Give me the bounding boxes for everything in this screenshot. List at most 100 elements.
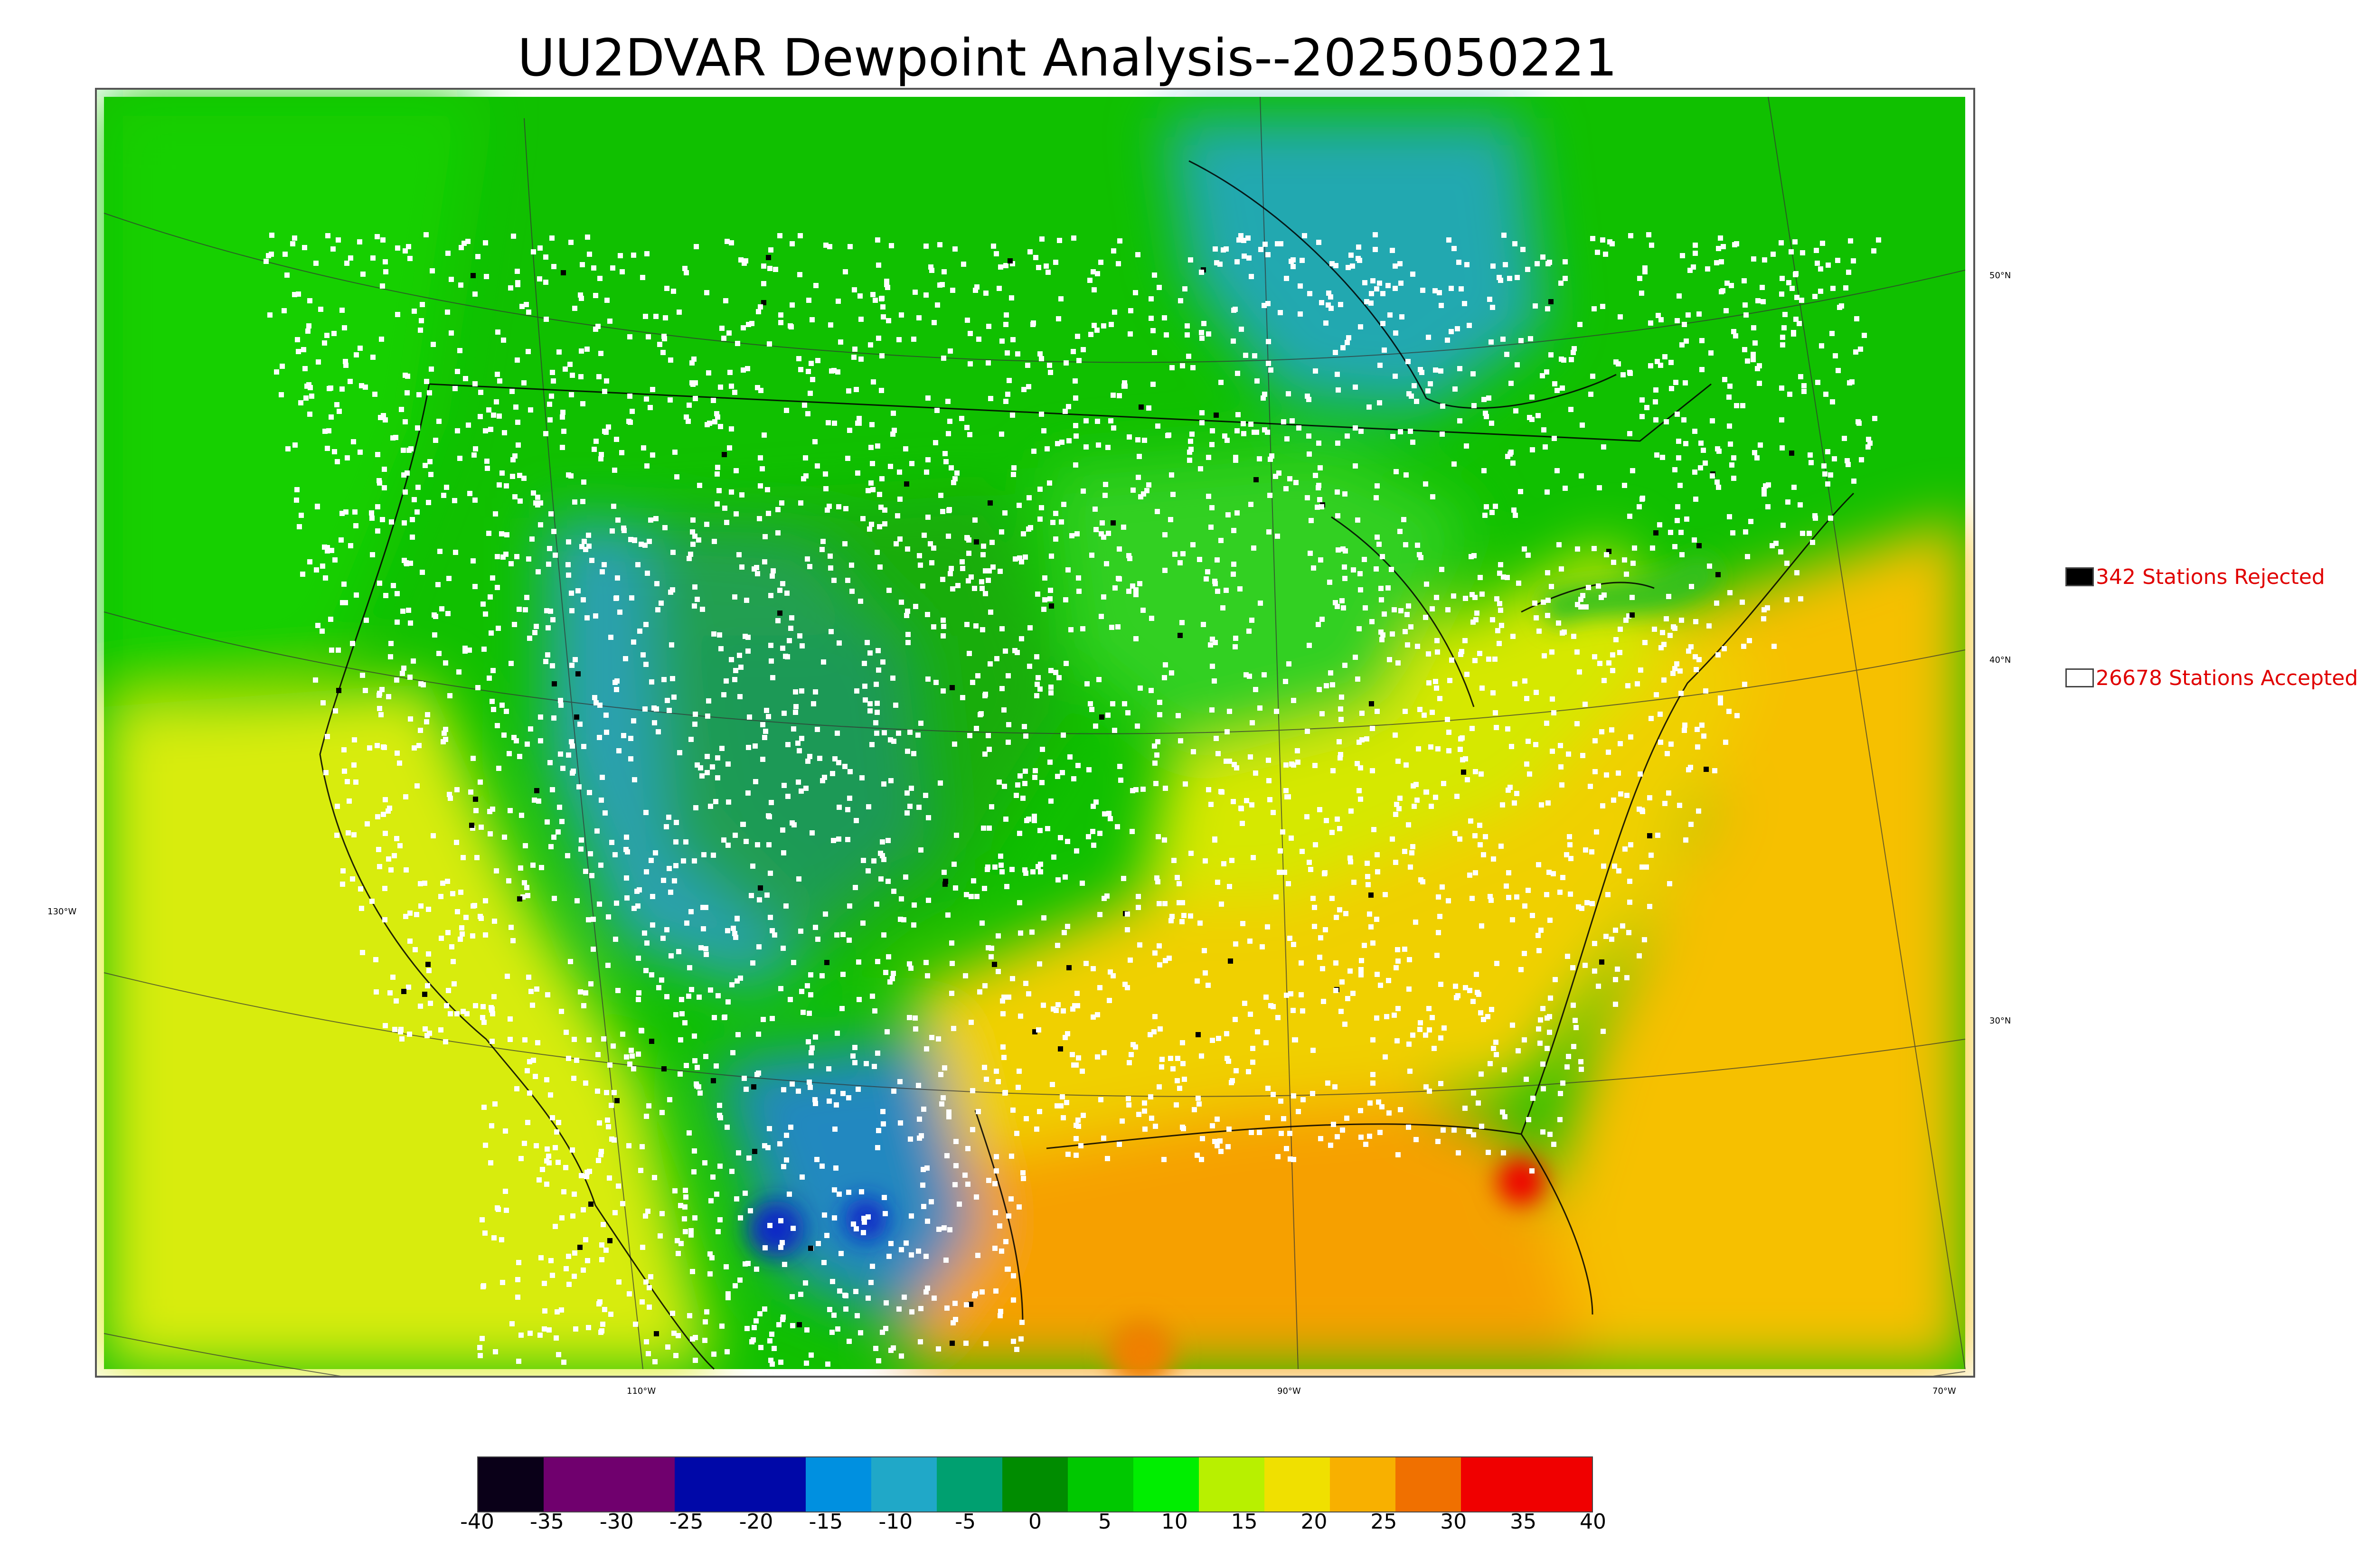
accepted-station-marker <box>1427 1089 1432 1094</box>
accepted-station-marker <box>770 1016 775 1021</box>
accepted-station-marker <box>1245 235 1251 241</box>
accepted-station-marker <box>845 837 850 842</box>
colorbar-tick-label: 30 <box>1440 1510 1467 1534</box>
accepted-station-marker <box>990 564 996 570</box>
accepted-station-marker <box>1071 349 1076 354</box>
accepted-station-marker <box>1009 1154 1014 1159</box>
accepted-station-marker <box>660 350 666 355</box>
accepted-station-marker <box>959 416 964 421</box>
accepted-station-marker <box>836 299 841 304</box>
accepted-station-marker <box>1316 240 1321 245</box>
accepted-station-marker <box>1731 455 1736 460</box>
accepted-station-marker <box>803 455 808 460</box>
accepted-station-marker <box>1335 489 1340 495</box>
accepted-station-marker <box>351 832 357 837</box>
accepted-station-marker <box>1490 305 1495 310</box>
accepted-station-marker <box>1588 392 1593 397</box>
accepted-station-marker <box>1136 894 1141 899</box>
accepted-station-marker <box>939 1101 944 1107</box>
accepted-station-marker <box>517 607 522 612</box>
accepted-station-marker <box>743 1191 748 1196</box>
accepted-station-marker <box>1074 1123 1079 1128</box>
accepted-station-marker <box>1152 761 1158 766</box>
accepted-station-marker <box>1470 592 1475 597</box>
accepted-station-marker <box>1342 663 1347 668</box>
accepted-station-marker <box>1445 338 1450 343</box>
accepted-station-marker <box>1231 528 1236 533</box>
accepted-station-marker <box>1120 1118 1125 1124</box>
accepted-station-marker <box>1044 263 1049 269</box>
accepted-station-marker <box>1379 597 1384 602</box>
accepted-station-marker <box>897 469 902 475</box>
accepted-station-marker <box>579 1173 584 1178</box>
accepted-station-marker <box>1556 542 1562 547</box>
accepted-station-marker <box>1545 489 1550 495</box>
accepted-station-marker <box>427 459 433 464</box>
accepted-station-marker <box>884 279 889 284</box>
rejected-station-marker <box>1599 959 1604 965</box>
accepted-station-marker <box>1522 903 1527 909</box>
accepted-station-marker <box>747 714 752 720</box>
accepted-station-marker <box>948 571 953 576</box>
accepted-station-marker <box>331 331 337 336</box>
accepted-station-marker <box>559 1215 565 1221</box>
accepted-station-marker <box>370 355 376 360</box>
accepted-station-marker <box>877 524 882 529</box>
accepted-station-marker <box>1398 608 1404 613</box>
accepted-station-marker <box>982 886 987 891</box>
accepted-station-marker <box>874 731 879 736</box>
accepted-station-marker <box>1616 361 1621 366</box>
accepted-station-marker <box>1287 936 1292 941</box>
accepted-station-marker <box>1126 1102 1131 1108</box>
accepted-station-marker <box>889 243 894 248</box>
accepted-station-marker <box>791 726 796 732</box>
accepted-station-marker <box>974 284 980 290</box>
accepted-station-marker <box>1658 645 1664 650</box>
accepted-station-marker <box>1639 864 1645 870</box>
accepted-station-marker <box>789 615 794 620</box>
accepted-station-marker <box>1009 867 1015 872</box>
accepted-station-marker <box>831 838 836 843</box>
accepted-station-marker <box>1353 655 1358 660</box>
accepted-station-marker <box>1151 1029 1157 1034</box>
accepted-station-marker <box>1370 1072 1375 1077</box>
accepted-station-marker <box>1015 782 1020 788</box>
accepted-station-marker <box>693 396 698 401</box>
accepted-station-marker <box>1053 536 1058 542</box>
accepted-station-marker <box>831 368 837 373</box>
accepted-station-marker <box>415 425 420 431</box>
accepted-station-marker <box>1010 413 1015 418</box>
accepted-station-marker <box>810 830 815 836</box>
accepted-station-marker <box>1791 330 1796 335</box>
accepted-station-marker <box>1027 495 1032 500</box>
accepted-station-marker <box>1492 657 1498 662</box>
accepted-station-marker <box>725 1291 731 1296</box>
accepted-station-marker <box>1771 252 1776 257</box>
accepted-station-marker <box>729 489 734 495</box>
accepted-station-marker <box>1488 898 1494 903</box>
accepted-station-marker <box>1199 410 1205 415</box>
accepted-station-marker <box>1403 709 1408 714</box>
accepted-station-marker <box>1311 565 1316 571</box>
accepted-station-marker <box>1727 514 1732 519</box>
accepted-station-marker <box>1532 601 1537 606</box>
accepted-station-marker <box>1136 1112 1141 1117</box>
accepted-station-marker <box>856 1087 861 1092</box>
accepted-station-marker <box>668 357 673 363</box>
accepted-station-marker <box>1413 920 1418 925</box>
accepted-station-marker <box>692 534 697 539</box>
accepted-station-marker <box>1694 667 1699 672</box>
accepted-station-marker <box>1529 1168 1535 1174</box>
accepted-station-marker <box>836 504 841 509</box>
accepted-station-marker <box>550 370 555 375</box>
accepted-station-marker <box>683 1188 688 1193</box>
accepted-station-marker <box>439 606 444 611</box>
accepted-station-marker <box>879 296 885 301</box>
accepted-station-marker <box>923 960 929 965</box>
accepted-station-marker <box>1023 554 1028 560</box>
accepted-station-marker <box>823 911 828 917</box>
accepted-station-marker <box>1355 676 1360 682</box>
accepted-station-marker <box>1779 291 1784 297</box>
accepted-station-marker <box>1698 465 1703 470</box>
accepted-station-marker <box>1226 1127 1232 1132</box>
